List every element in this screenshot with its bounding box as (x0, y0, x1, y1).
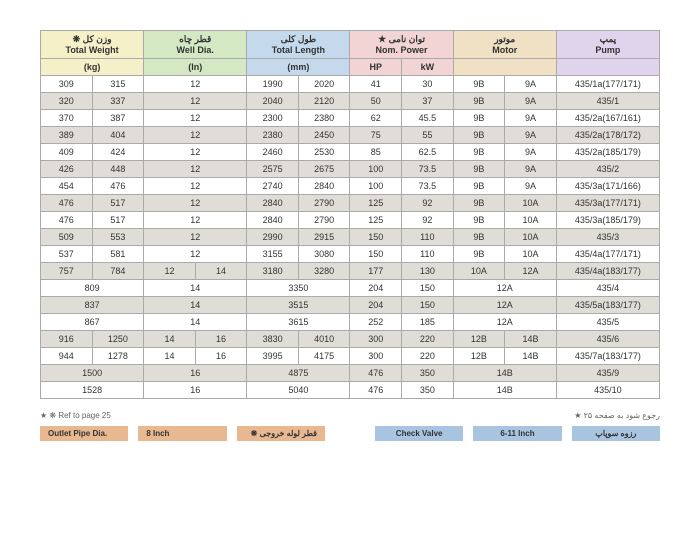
th-power: ★ توان نامیNom. Power (350, 31, 453, 59)
table-row: 309315121990202041309B9A435/1a(177/171) (41, 76, 660, 93)
th-kg: (kg) (41, 59, 144, 76)
th-motor2 (453, 59, 556, 76)
footnote-right: ★ رجوع شود به صفحه ۲۵ (574, 411, 660, 420)
bar-outlet: Outlet Pipe Dia. (40, 426, 128, 441)
table-row: 80914335020415012A435/4 (41, 280, 660, 297)
bar-valve-fa: رزوه سوپاپ (572, 426, 660, 441)
pump-spec-table: ❋ وزن کلTotal Weight قطر چاهWell Dia. طو… (40, 30, 660, 399)
table-row: 4765171228402790125929B10A435/3a(177/171… (41, 195, 660, 212)
table-row: 944127814163995417530022012B14B435/7a(18… (41, 348, 660, 365)
table-row: 320337122040212050379B9A435/1 (41, 93, 660, 110)
table-row: 40942412246025308562.59B9A435/2a(185/179… (41, 144, 660, 161)
table-row: 50955312299029151501109B10A435/3 (41, 229, 660, 246)
bar-8inch: 8 Inch (138, 426, 226, 441)
table-row: 454476122740284010073.59B9A435/3a(171/16… (41, 178, 660, 195)
bar-outlet-fa: ❋ قطر لوله خروجی (237, 426, 325, 441)
table-row: 389404122380245075559B9A435/2a(178/172) (41, 127, 660, 144)
th-pump: پمپPump (556, 31, 659, 59)
table-row: 86714361525218512A435/5 (41, 314, 660, 331)
table-row: 37038712230023806245.59B9A435/2a(167/161… (41, 110, 660, 127)
bar-611: 6-11 Inch (473, 426, 561, 441)
table-row: 4765171228402790125929B10A435/3a(185/179… (41, 212, 660, 229)
th-mm: (mm) (247, 59, 350, 76)
footer-notes: ★ ❋ Ref to page 25 ★ رجوع شود به صفحه ۲۵ (40, 411, 660, 420)
table-row: 150016487547635014B435/9 (41, 365, 660, 382)
footnote-left: ★ ❋ Ref to page 25 (40, 411, 111, 420)
table-row: 152816504047635014B435/10 (41, 382, 660, 399)
bar-valve: Check Valve (375, 426, 463, 441)
table-row: 75778412143180328017713010A12A435/4a(183… (41, 263, 660, 280)
table-row: 916125014163830401030022012B14B435/6 (41, 331, 660, 348)
footer-bars: Outlet Pipe Dia. 8 Inch ❋ قطر لوله خروجی… (40, 426, 660, 441)
th-in: (In) (144, 59, 247, 76)
th-motor: موتورMotor (453, 31, 556, 59)
table-row: 83714351520415012A435/5a(183/177) (41, 297, 660, 314)
th-hp: HP (350, 59, 402, 76)
th-weight: ❋ وزن کلTotal Weight (41, 31, 144, 59)
th-pump2 (556, 59, 659, 76)
th-kw: kW (402, 59, 454, 76)
th-length: طول کلیTotal Length (247, 31, 350, 59)
table-row: 53758112315530801501109B10A435/4a(177/17… (41, 246, 660, 263)
table-row: 426448122575267510073.59B9A435/2 (41, 161, 660, 178)
th-well: قطر چاهWell Dia. (144, 31, 247, 59)
